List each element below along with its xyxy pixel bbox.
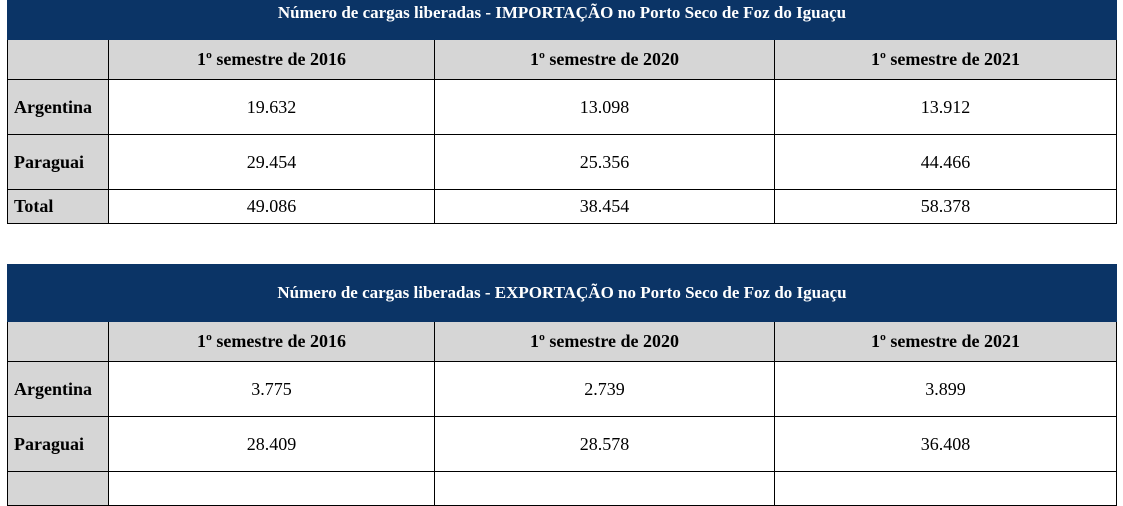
export-header-2016: 1º semestre de 2016 <box>108 321 435 362</box>
table-row-total: Total 49.086 38.454 58.378 <box>7 189 1118 224</box>
row-label-total: Total <box>7 189 109 224</box>
table-cell: 2.739 <box>434 361 775 417</box>
table-cell: 25.356 <box>434 134 775 190</box>
export-header-2020: 1º semestre de 2020 <box>434 321 775 362</box>
table-cell <box>434 471 775 506</box>
table-cell: 49.086 <box>108 189 435 224</box>
import-header-row: 1º semestre de 2016 1º semestre de 2020 … <box>7 39 1118 80</box>
table-cell <box>774 471 1117 506</box>
table-cell: 3.899 <box>774 361 1117 417</box>
row-label-argentina: Argentina <box>7 361 109 417</box>
table-row: Argentina 3.775 2.739 3.899 <box>7 361 1117 417</box>
row-label-cut <box>7 471 109 506</box>
table-row: Paraguai 29.454 25.356 44.466 <box>7 134 1118 190</box>
row-label-paraguai: Paraguai <box>7 134 109 190</box>
export-table: Número de cargas liberadas - EXPORTAÇÃO … <box>7 264 1117 506</box>
table-cell: 28.578 <box>434 416 775 472</box>
import-header-2020: 1º semestre de 2020 <box>434 39 775 80</box>
import-table-title: Número de cargas liberadas - IMPORTAÇÃO … <box>6 0 1118 40</box>
table-cell: 19.632 <box>108 79 435 135</box>
export-header-row: 1º semestre de 2016 1º semestre de 2020 … <box>7 321 1117 362</box>
import-table: Número de cargas liberadas - IMPORTAÇÃO … <box>6 0 1118 224</box>
table-cell: 58.378 <box>773 189 1118 224</box>
table-cell: 28.409 <box>108 416 435 472</box>
table-cell: 3.775 <box>108 361 435 417</box>
import-title-row: Número de cargas liberadas - IMPORTAÇÃO … <box>6 0 1118 40</box>
table-row: Argentina 19.632 13.098 13.912 <box>7 79 1118 135</box>
row-label-paraguai: Paraguai <box>7 416 109 472</box>
export-header-2021: 1º semestre de 2021 <box>774 321 1117 362</box>
table-cell <box>108 471 435 506</box>
table-cell: 29.454 <box>108 134 435 190</box>
import-header-2016: 1º semestre de 2016 <box>108 39 435 80</box>
import-header-2021: 1º semestre de 2021 <box>773 39 1118 80</box>
row-label-argentina: Argentina <box>7 79 109 135</box>
table-row: Paraguai 28.409 28.578 36.408 <box>7 416 1117 472</box>
table-cell: 36.408 <box>774 416 1117 472</box>
table-cell: 13.912 <box>773 79 1118 135</box>
table-cell: 38.454 <box>434 189 775 224</box>
table-cell: 13.098 <box>434 79 775 135</box>
table-cell: 44.466 <box>773 134 1118 190</box>
export-header-corner <box>7 321 109 362</box>
export-table-title: Número de cargas liberadas - EXPORTAÇÃO … <box>7 264 1117 322</box>
import-header-corner <box>7 39 109 80</box>
table-row-partial <box>7 471 1117 506</box>
export-title-row: Número de cargas liberadas - EXPORTAÇÃO … <box>7 264 1117 322</box>
